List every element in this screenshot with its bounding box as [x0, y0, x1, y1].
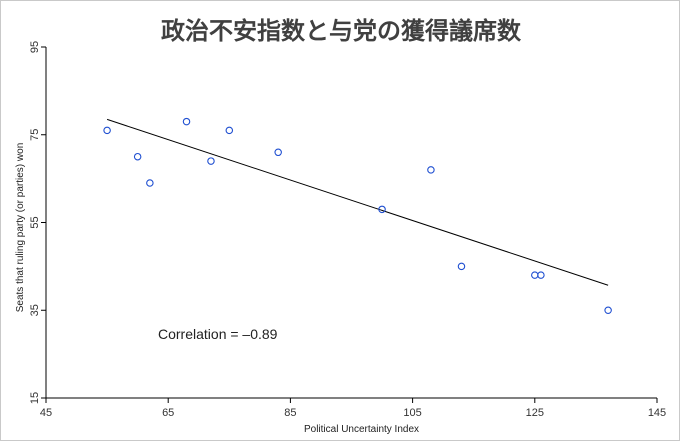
correlation-annotation: Correlation = –0.89	[158, 326, 278, 342]
x-tick-label: 65	[162, 407, 174, 419]
data-point	[531, 271, 539, 279]
data-point	[427, 166, 435, 174]
data-point	[378, 205, 386, 214]
y-tick-label: 75	[29, 129, 41, 141]
y-tick-label: 55	[29, 216, 41, 228]
axes	[41, 46, 658, 403]
data-points	[103, 117, 612, 314]
x-tick-label: 85	[284, 407, 296, 419]
axis-labels: 45 65 85 105 125 145 15 35 55 75 95 Political Uncer…	[15, 41, 666, 435]
x-tick-label: 45	[40, 407, 52, 419]
x-tick-label: 125	[526, 407, 544, 419]
y-axis-title: Seats that ruling party (or parties) won	[15, 143, 26, 313]
x-axis-title: Political Uncertainty Index	[304, 424, 419, 435]
y-tick-label: 35	[29, 304, 41, 316]
y-tick-label: 15	[29, 392, 41, 404]
chart-title: 政治不安指数と与党の獲得議席数	[161, 17, 521, 45]
data-point	[274, 148, 282, 157]
data-point	[537, 271, 545, 279]
data-point	[146, 179, 154, 187]
data-point	[133, 152, 142, 161]
data-point	[225, 126, 234, 135]
data-point	[457, 262, 466, 271]
trendline	[106, 118, 609, 286]
x-tick-label: 105	[403, 407, 421, 419]
y-tick-label: 95	[29, 41, 41, 53]
data-point	[604, 306, 612, 314]
trendline-group	[106, 118, 609, 286]
data-point	[182, 117, 191, 126]
data-point	[207, 157, 215, 165]
data-point	[103, 126, 111, 135]
x-tick-label: 145	[648, 407, 666, 419]
